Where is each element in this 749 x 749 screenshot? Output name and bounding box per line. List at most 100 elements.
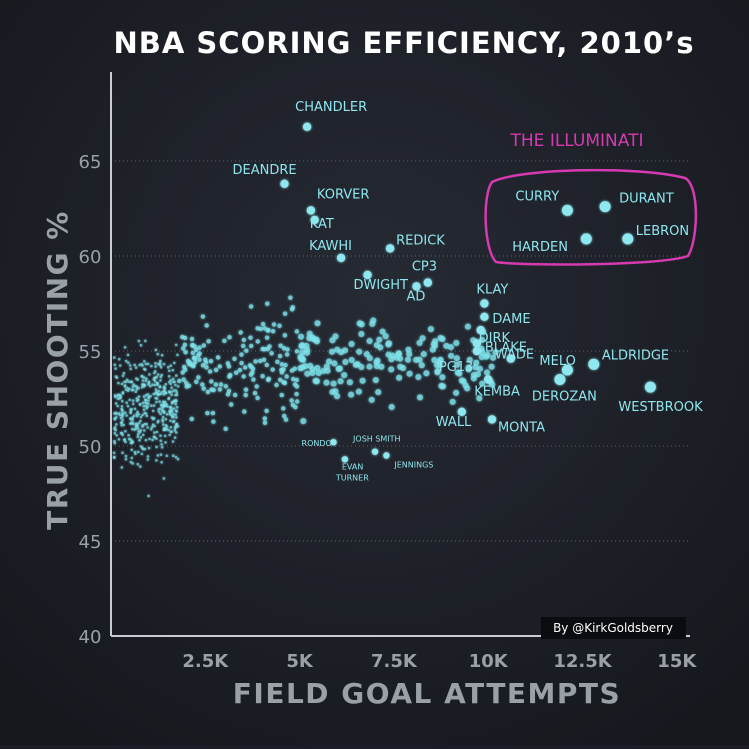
player-point [142, 408, 146, 412]
point-label: BLAKE [485, 340, 527, 355]
player-point [281, 367, 286, 372]
player-point [281, 406, 286, 411]
player-point [163, 427, 166, 430]
player-point [312, 377, 319, 384]
point-label: TURNER [335, 473, 369, 482]
player-point [262, 326, 267, 331]
player-point [464, 323, 471, 330]
player-point [174, 403, 177, 406]
player-point [279, 392, 284, 398]
player-point [232, 392, 238, 398]
player-point [437, 356, 444, 363]
labeled-point [412, 282, 421, 291]
player-point [127, 433, 130, 437]
player-point [448, 352, 455, 359]
player-point [260, 321, 266, 327]
player-point [377, 344, 384, 351]
labeled-point [480, 299, 489, 308]
player-point [157, 389, 161, 393]
player-point [266, 327, 271, 333]
labeled-point [484, 375, 493, 384]
player-point [161, 415, 165, 419]
player-point [255, 339, 260, 344]
player-point [147, 395, 151, 399]
player-point [213, 367, 219, 373]
player-point [120, 421, 123, 425]
player-point [137, 398, 140, 402]
player-point [120, 431, 124, 435]
player-point [145, 422, 148, 426]
player-point [115, 423, 118, 426]
player-point [131, 388, 135, 392]
player-point [113, 394, 117, 397]
player-point [138, 363, 141, 367]
player-point [120, 413, 124, 417]
player-point [405, 346, 412, 353]
player-point [294, 384, 300, 389]
player-point [172, 407, 176, 410]
player-point [278, 343, 283, 348]
player-point [378, 363, 385, 370]
player-point [130, 448, 133, 452]
player-point [144, 362, 148, 366]
labeled-point [476, 325, 485, 335]
player-point [136, 433, 140, 436]
player-point [488, 363, 495, 370]
player-point [163, 387, 167, 390]
player-point [395, 351, 402, 358]
player-point [358, 331, 365, 337]
player-point [113, 455, 116, 459]
player-point [155, 445, 158, 449]
player-point [149, 428, 153, 431]
player-point [152, 435, 156, 439]
player-point [348, 357, 355, 363]
player-point [208, 359, 214, 364]
player-point [182, 342, 188, 347]
player-point [420, 351, 427, 358]
player-point [203, 360, 209, 365]
player-point [158, 385, 162, 388]
player-point [127, 437, 131, 441]
player-point [483, 353, 490, 360]
player-point [121, 399, 124, 403]
player-point [291, 376, 296, 382]
player-point [148, 373, 151, 376]
player-point [120, 405, 124, 408]
player-point [213, 382, 219, 387]
player-point [200, 382, 205, 387]
player-point [157, 410, 161, 414]
player-point [117, 438, 121, 441]
player-point [123, 346, 127, 349]
player-point [133, 450, 137, 454]
player-point [135, 414, 139, 418]
player-point [264, 362, 269, 368]
tick-labels: 40 45 50 55 60 65 2.5K 5K 7.5K 10K 12.5K 15K [79, 152, 698, 672]
player-point [162, 362, 166, 366]
player-point [137, 395, 141, 398]
player-point [116, 404, 119, 408]
player-point [453, 340, 460, 346]
player-point [416, 339, 423, 346]
player-point [251, 377, 256, 382]
player-point [169, 379, 172, 382]
player-point [160, 373, 163, 377]
player-point [159, 412, 162, 416]
player-point [146, 426, 149, 429]
player-point [154, 396, 157, 400]
player-point [225, 392, 231, 397]
player-point [197, 345, 202, 350]
player-point [255, 395, 260, 401]
player-point [159, 439, 163, 443]
player-point [156, 352, 160, 356]
point-label: JENNINGS [393, 461, 433, 470]
player-point [173, 429, 177, 432]
point-label: EVAN [342, 462, 363, 471]
player-point [154, 388, 158, 391]
player-point [201, 343, 206, 348]
player-point [151, 383, 154, 387]
player-point [156, 454, 160, 457]
player-point [182, 364, 187, 370]
player-point [149, 384, 152, 388]
player-point [143, 429, 146, 432]
player-point [121, 391, 125, 394]
